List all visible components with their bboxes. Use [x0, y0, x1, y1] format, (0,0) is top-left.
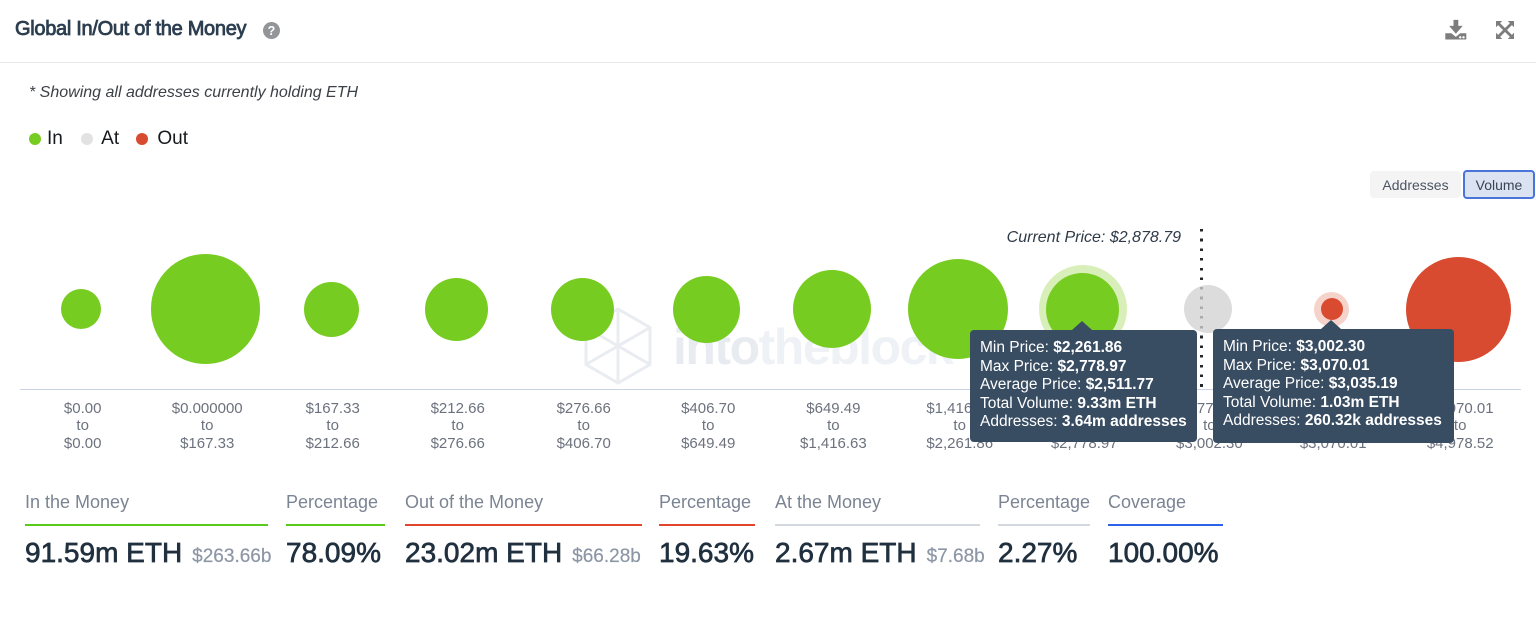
svg-text:?: ?: [268, 24, 276, 38]
